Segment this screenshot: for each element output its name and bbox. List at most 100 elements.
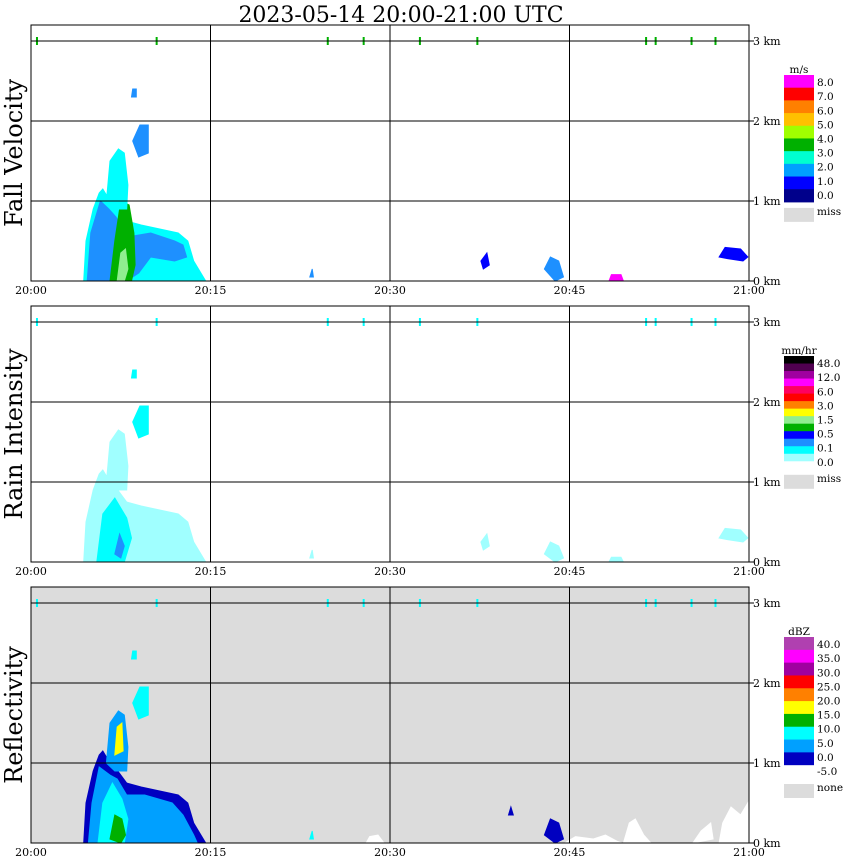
data-region	[309, 830, 314, 840]
y-tick-label: 0 km	[753, 275, 781, 288]
colorbar-miss-swatch	[784, 474, 814, 489]
colorbar-label: 10.0	[817, 724, 840, 736]
colorbar-swatch	[784, 100, 814, 114]
data-region	[105, 429, 129, 491]
data-region	[309, 268, 314, 278]
data-region	[132, 686, 149, 720]
colorbar-swatch	[784, 438, 814, 447]
colorbar-swatch	[784, 113, 814, 127]
x-tick-label: 20:00	[15, 846, 47, 859]
y-tick-label: 3 km	[753, 316, 781, 329]
colorbar-label: 6.0	[817, 386, 834, 398]
colorbar-label: 0.0	[817, 190, 834, 202]
data-region	[309, 549, 314, 559]
y-axis-label: Fall Velocity	[0, 79, 28, 228]
colorbar-label: 5.0	[817, 738, 834, 750]
colorbar-swatch	[784, 371, 814, 380]
colorbar-swatch	[784, 401, 814, 410]
colorbar-swatch	[784, 752, 814, 766]
chart-title: 2023-05-14 20:00-21:00 UTC	[238, 3, 563, 28]
y-tick-label: 0 km	[753, 837, 781, 850]
colorbar-label: 3.0	[817, 148, 834, 160]
data-region	[507, 805, 514, 816]
colorbar-swatch	[784, 649, 814, 664]
colorbar-label: 30.0	[817, 667, 840, 679]
x-tick-label: 20:15	[195, 284, 227, 297]
y-tick-label: 3 km	[753, 35, 781, 48]
colorbar-label: 35.0	[817, 653, 840, 665]
colorbar-label: 6.0	[817, 105, 834, 117]
colorbar-swatch	[784, 87, 814, 101]
data-region	[691, 822, 714, 844]
colorbar-swatch	[784, 416, 814, 425]
data-region	[608, 274, 625, 282]
x-tick-label: 20:30	[374, 565, 406, 578]
colorbar-swatch	[784, 765, 814, 779]
data-region	[105, 148, 129, 210]
colorbar-miss-label: miss	[817, 473, 841, 485]
data-region	[480, 532, 490, 551]
y-tick-label: 2 km	[753, 677, 781, 690]
colorbar-label: -5.0	[817, 766, 837, 778]
plot-frame	[30, 24, 750, 282]
colorbar-miss-label: none	[817, 782, 843, 794]
x-tick-label: 20:15	[195, 846, 227, 859]
y-tick-label: 0 km	[753, 556, 781, 569]
data-region	[718, 246, 749, 262]
colorbar-label: 25.0	[817, 681, 840, 693]
colorbar-label: 7.0	[817, 91, 834, 103]
y-tick-label: 3 km	[753, 597, 781, 610]
colorbar-label: 0.0	[817, 457, 834, 469]
colorbar-swatch	[784, 125, 814, 139]
colorbar-swatch	[784, 726, 814, 741]
colorbar-swatch	[784, 151, 814, 165]
colorbar-unit: dBZ	[788, 626, 810, 638]
x-tick-label: 20:30	[374, 846, 406, 859]
colorbar-swatch	[784, 431, 814, 440]
colorbar-label: 12.0	[817, 372, 840, 384]
colorbar-miss-label: miss	[817, 206, 841, 218]
colorbar-swatch	[784, 423, 814, 432]
data-region	[130, 369, 137, 379]
colorbar-label: 15.0	[817, 710, 840, 722]
x-tick-label: 20:15	[195, 565, 227, 578]
data-region	[543, 541, 565, 563]
colorbar-label: 8.0	[817, 77, 834, 89]
data-region	[480, 251, 490, 270]
colorbar-swatch	[784, 393, 814, 402]
colorbar-label: 0.0	[817, 752, 834, 764]
x-tick-label: 20:00	[15, 284, 47, 297]
colorbar-swatch	[784, 662, 814, 676]
data-region	[543, 256, 565, 282]
colorbar-swatch	[784, 363, 814, 372]
colorbar-swatch	[784, 408, 814, 417]
data-region	[130, 88, 137, 98]
colorbar-miss-swatch	[784, 207, 814, 222]
colorbar-label: 4.0	[817, 134, 834, 146]
colorbar-label: 0.5	[817, 429, 834, 441]
data-region	[608, 556, 625, 563]
panel-2: 20:00 20:15 20:30 20:45 21:000 km 1 km 2 km 3 k…	[0, 305, 841, 578]
x-tick-label: 20:45	[554, 284, 586, 297]
data-region	[132, 405, 149, 439]
colorbar-label: 0.1	[817, 443, 834, 455]
data-region	[132, 124, 149, 158]
x-tick-label: 21:00	[733, 565, 765, 578]
panels-group: 20:00 20:15 20:30 20:45 21:000 km1 km2 km3 k…	[0, 24, 843, 859]
colorbar-swatch	[784, 739, 814, 753]
y-axis-label: Reflectivity	[0, 646, 28, 784]
colorbar-swatch	[784, 446, 814, 455]
data-region	[130, 650, 137, 660]
y-tick-label: 1 km	[753, 476, 781, 489]
colorbar-label: 2.0	[817, 162, 834, 174]
panel-3: 20:00 20:15 20:30 20:45 21:000 km 1 km 2 km 3 k…	[0, 586, 843, 859]
y-tick-label: 2 km	[753, 115, 781, 128]
colorbar-swatch	[784, 189, 814, 203]
data-region	[114, 721, 124, 756]
y-tick-label: 1 km	[753, 757, 781, 770]
x-tick-label: 21:00	[733, 284, 765, 297]
plot-frame	[30, 586, 750, 844]
colorbar-swatch	[784, 453, 814, 462]
colorbar-label: 5.0	[817, 119, 834, 131]
